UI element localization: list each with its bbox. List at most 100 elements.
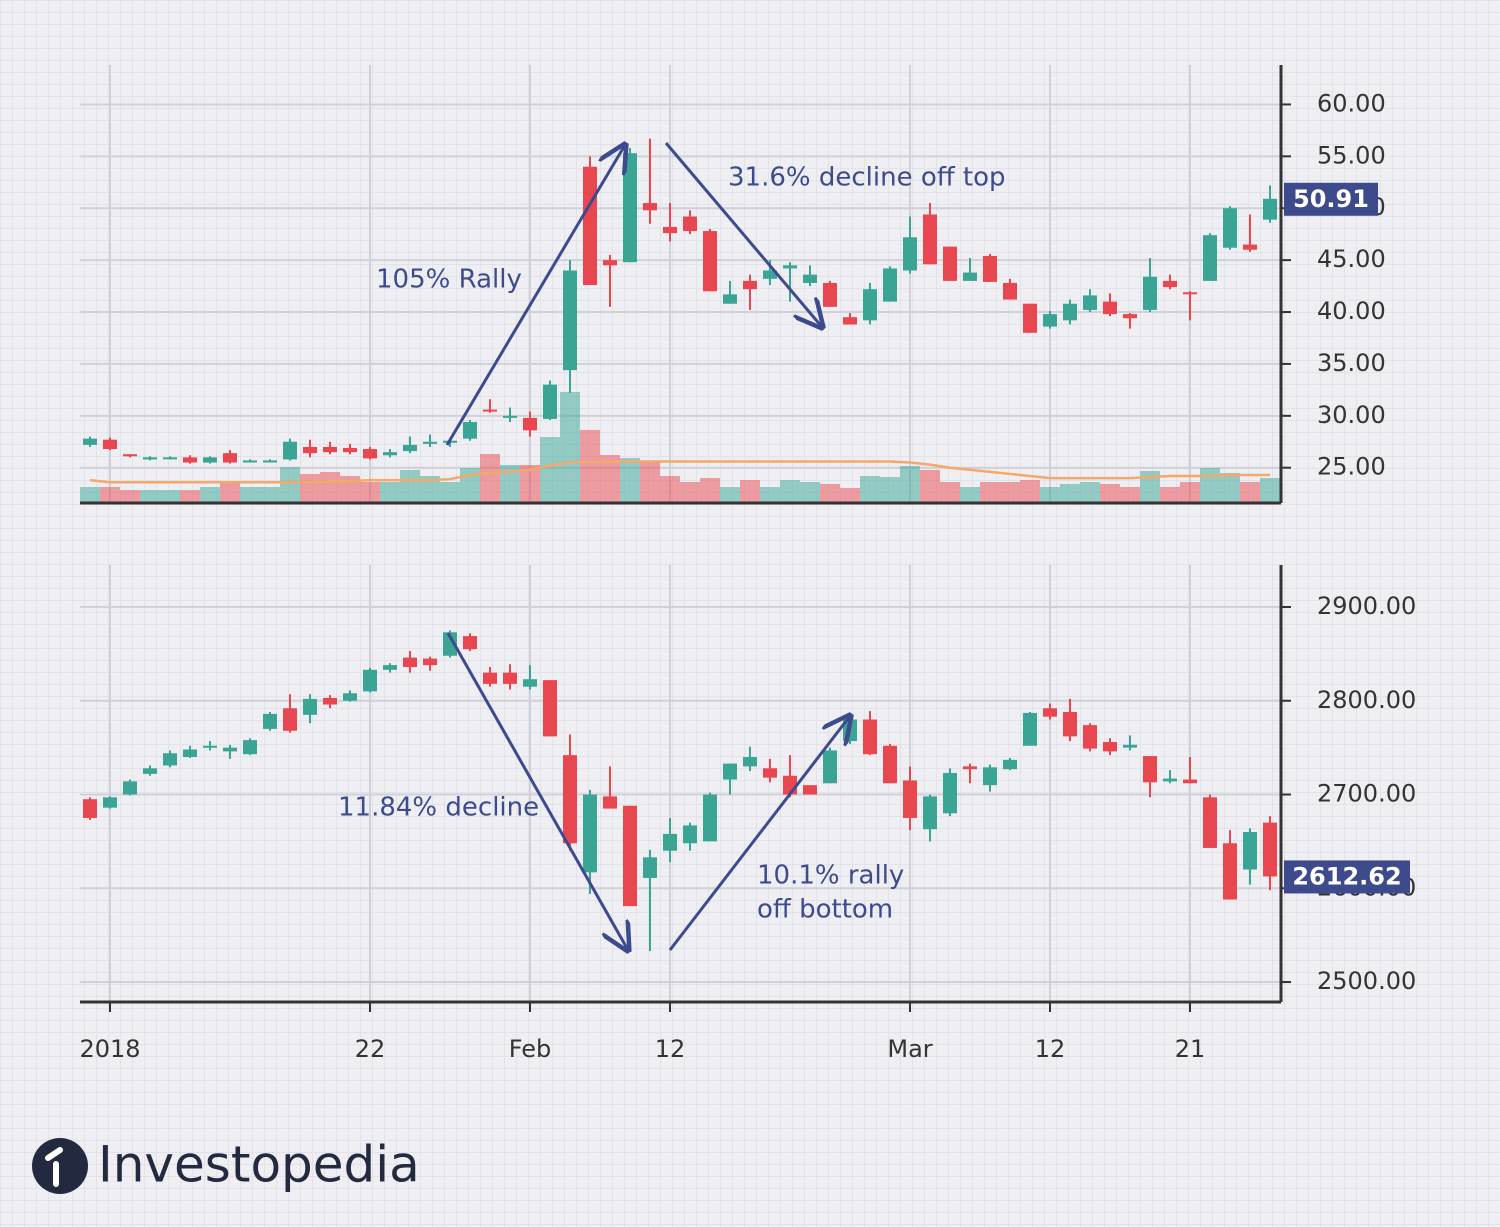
candle-body	[623, 805, 637, 907]
y-tick-label: 45.00	[1317, 245, 1386, 273]
volume-bar	[1080, 482, 1100, 503]
volume-bar	[1020, 480, 1040, 503]
candle-body	[1143, 756, 1157, 783]
volume-bar	[1260, 478, 1280, 503]
candle-body	[1083, 295, 1097, 310]
last-value-label: 50.91	[1293, 185, 1369, 213]
volume-bar	[1220, 473, 1240, 503]
candle-body	[743, 280, 757, 290]
candle-body	[543, 384, 557, 419]
y-tick-label: 2700.00	[1317, 780, 1416, 808]
volume-bar	[300, 474, 320, 503]
candle-body	[363, 669, 377, 692]
volume-bar	[760, 487, 780, 503]
candle-body	[1043, 708, 1057, 717]
volume-bar	[640, 462, 660, 503]
volume-bar	[580, 430, 600, 503]
volume-bar	[960, 487, 980, 503]
candle-body	[283, 441, 297, 460]
candle-body	[1163, 280, 1177, 288]
volume-bar	[1240, 482, 1260, 503]
annotation: 10.1% rally	[757, 861, 904, 891]
candle-body	[703, 231, 717, 292]
volume-bar	[800, 482, 820, 503]
y-tick-label: 25.00	[1317, 453, 1386, 481]
y-tick-label: 35.00	[1317, 349, 1386, 377]
candle-body	[1103, 301, 1117, 315]
candle-body	[343, 693, 357, 701]
candle-body	[723, 763, 737, 780]
candle-body	[863, 719, 877, 755]
candle-body	[143, 457, 157, 460]
candle-body	[643, 857, 657, 878]
candle-body	[383, 665, 397, 670]
candle-body	[1243, 832, 1257, 870]
candle-body	[763, 768, 777, 778]
candle-body	[663, 226, 677, 234]
last-value-badge	[1284, 182, 1378, 216]
candle-body	[203, 745, 217, 748]
y-tick-label: 2800.00	[1317, 686, 1416, 714]
candle-body	[963, 272, 977, 281]
candle-body	[1263, 822, 1277, 877]
candle-body	[1103, 742, 1117, 752]
candle-body	[583, 166, 597, 286]
candle-body	[523, 417, 537, 431]
candle-body	[163, 753, 177, 766]
candle-body	[863, 289, 877, 321]
volume-bar	[520, 465, 540, 503]
candle-body	[1163, 778, 1177, 782]
candle-body	[583, 794, 597, 873]
volume-bar	[80, 487, 100, 503]
candle-body	[883, 745, 897, 784]
volume-bar	[880, 477, 900, 503]
candle-body	[763, 270, 777, 279]
x-tick-label: Mar	[887, 1035, 932, 1063]
volume-bar	[860, 476, 880, 503]
x-tick-label: Feb	[509, 1035, 552, 1063]
volume-bar	[780, 480, 800, 503]
arrow	[445, 145, 625, 446]
volume-bar	[720, 487, 740, 503]
candle-body	[1003, 282, 1017, 300]
candle-body	[903, 780, 917, 818]
candle-body	[363, 449, 377, 459]
candle-body	[1223, 208, 1237, 248]
volume-bar	[100, 487, 120, 503]
volume-bar	[1200, 468, 1220, 503]
candle-body	[243, 740, 257, 755]
candle-body	[743, 757, 757, 767]
volume-bar	[700, 478, 720, 503]
arrow	[668, 716, 850, 951]
candle-body	[823, 750, 837, 784]
moving-average	[89, 460, 1270, 484]
annotation: 31.6% decline off top	[728, 163, 1006, 193]
volume-bar	[480, 454, 500, 503]
volume-bar	[500, 465, 520, 503]
x-tick-label: 22	[355, 1035, 386, 1063]
candle-body	[843, 317, 857, 325]
candle-body	[963, 766, 977, 770]
candle-body	[823, 282, 837, 307]
candle-body	[543, 680, 557, 737]
candle-body	[303, 698, 317, 715]
candle-body	[183, 749, 197, 758]
y-tick-label: 30.00	[1317, 401, 1386, 429]
candle-body	[263, 460, 277, 463]
candle-body	[1203, 797, 1217, 848]
plot-layers: 25.0030.0035.0040.0045.0050.0055.0060.00…	[79, 65, 1416, 1063]
volume-bar	[840, 488, 860, 503]
volume-bar	[540, 437, 560, 503]
candle-body	[463, 636, 477, 650]
volume-bar	[180, 490, 200, 503]
volume-bar	[400, 470, 420, 503]
candle-body	[663, 833, 677, 851]
candle-body	[603, 796, 617, 809]
candle-body	[703, 794, 717, 842]
volume-bar	[280, 467, 300, 503]
candle-body	[103, 439, 117, 450]
y-tick-label: 55.00	[1317, 141, 1386, 169]
candle-body	[683, 825, 697, 844]
candle-body	[403, 657, 417, 668]
candle-body	[1123, 744, 1137, 748]
